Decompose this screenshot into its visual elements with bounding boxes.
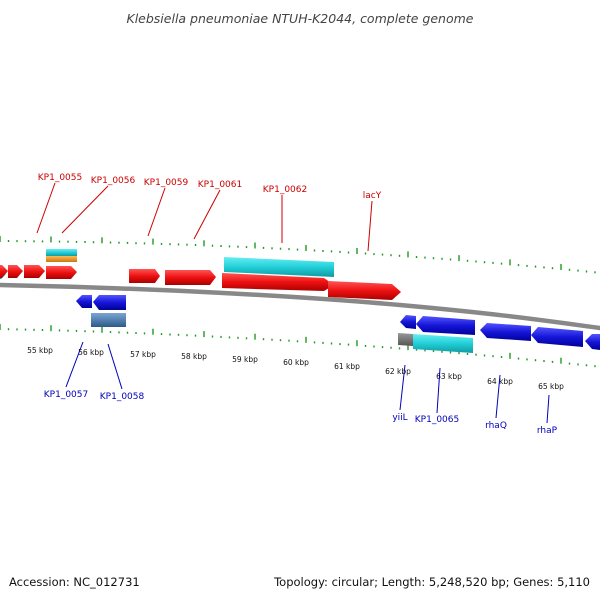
label-leader-line (436, 367, 441, 414)
cds-arrow-forward[interactable] (0, 265, 8, 278)
orange-feature[interactable] (46, 256, 77, 262)
scale-label: 58 kbp (181, 352, 207, 361)
genome-stats-text: Topology: circular; Length: 5,248,520 bp… (273, 575, 590, 589)
gene-label-KP1_0055[interactable]: KP1_0055 (38, 173, 82, 183)
gene-label-KP1_0065[interactable]: KP1_0065 (415, 415, 459, 425)
label-leader-line (147, 187, 166, 237)
gene-label-KP1_0062[interactable]: KP1_0062 (263, 185, 307, 195)
rna-feature[interactable] (224, 257, 334, 277)
gene-label-rhaP[interactable]: rhaP (537, 426, 558, 436)
map-title: Klebsiella pneumoniae NTUH-K2044, comple… (127, 11, 474, 26)
label-leader-line (36, 182, 56, 234)
cds-arrow-forward[interactable] (8, 265, 23, 278)
cds-arrow-reverse[interactable] (400, 315, 416, 329)
cds-arrow-forward[interactable] (165, 270, 216, 285)
scale-label: 62 kbp (385, 367, 411, 376)
label-leader-line (61, 185, 109, 234)
cds-arrow-forward[interactable] (24, 265, 45, 278)
steel-feature[interactable] (91, 313, 126, 327)
gene-label-KP1_0058[interactable]: KP1_0058 (100, 392, 145, 402)
cds-arrow-forward[interactable] (46, 266, 77, 279)
scale-label: 55 kbp (27, 346, 53, 355)
gene-label-lacY[interactable]: lacY (363, 191, 382, 201)
gene-label-KP1_0057[interactable]: KP1_0057 (44, 390, 88, 400)
scale-label: 64 kbp (487, 377, 513, 386)
genome-backbone (0, 282, 600, 331)
scale-label: 63 kbp (436, 372, 462, 381)
accession-text: Accession: NC_012731 (9, 575, 140, 589)
scale-label: 61 kbp (334, 362, 360, 371)
label-leader-line (367, 200, 373, 252)
label-leader-line (65, 341, 84, 388)
grey-feature[interactable] (398, 333, 413, 346)
gene-label-KP1_0061[interactable]: KP1_0061 (198, 180, 242, 190)
forward-strand-features (0, 249, 401, 300)
cds-arrow-reverse[interactable] (531, 327, 583, 347)
scale-label: 60 kbp (283, 358, 309, 367)
rna-feature[interactable] (46, 249, 77, 256)
scale-label: 57 kbp (130, 350, 156, 359)
scale-label: 56 kbp (78, 348, 104, 357)
scale-label: 65 kbp (538, 382, 564, 391)
rna-feature[interactable] (413, 334, 473, 353)
forward-gene-labels (36, 182, 373, 252)
cds-arrow-reverse[interactable] (585, 334, 600, 350)
reverse-strand-features (76, 295, 600, 353)
reverse-gene-labels (65, 341, 550, 424)
cds-arrow-forward[interactable] (222, 273, 334, 291)
label-leader-line (495, 374, 501, 419)
cds-arrow-forward[interactable] (328, 281, 401, 300)
cds-arrow-reverse[interactable] (416, 316, 475, 335)
label-leader-line (193, 189, 221, 240)
gene-label-KP1_0059[interactable]: KP1_0059 (144, 178, 189, 188)
cds-arrow-reverse[interactable] (93, 295, 126, 310)
kbp-scale: 55 kbp 56 kbp 57 kbp 58 kbp 59 kbp 60 kb… (27, 346, 564, 391)
gc-skew-ticks-top (0, 236, 596, 274)
gene-label-rhaQ[interactable]: rhaQ (485, 421, 507, 431)
gene-label-KP1_0056[interactable]: KP1_0056 (91, 176, 136, 186)
cds-arrow-forward[interactable] (129, 269, 160, 283)
label-leader-line (399, 364, 406, 411)
scale-label: 59 kbp (232, 355, 258, 364)
cds-arrow-reverse[interactable] (480, 323, 531, 341)
label-leader-line (107, 343, 123, 390)
label-leader-line (546, 394, 550, 424)
gene-label-yiiL[interactable]: yiiL (392, 413, 407, 423)
cds-arrow-reverse[interactable] (76, 295, 92, 308)
